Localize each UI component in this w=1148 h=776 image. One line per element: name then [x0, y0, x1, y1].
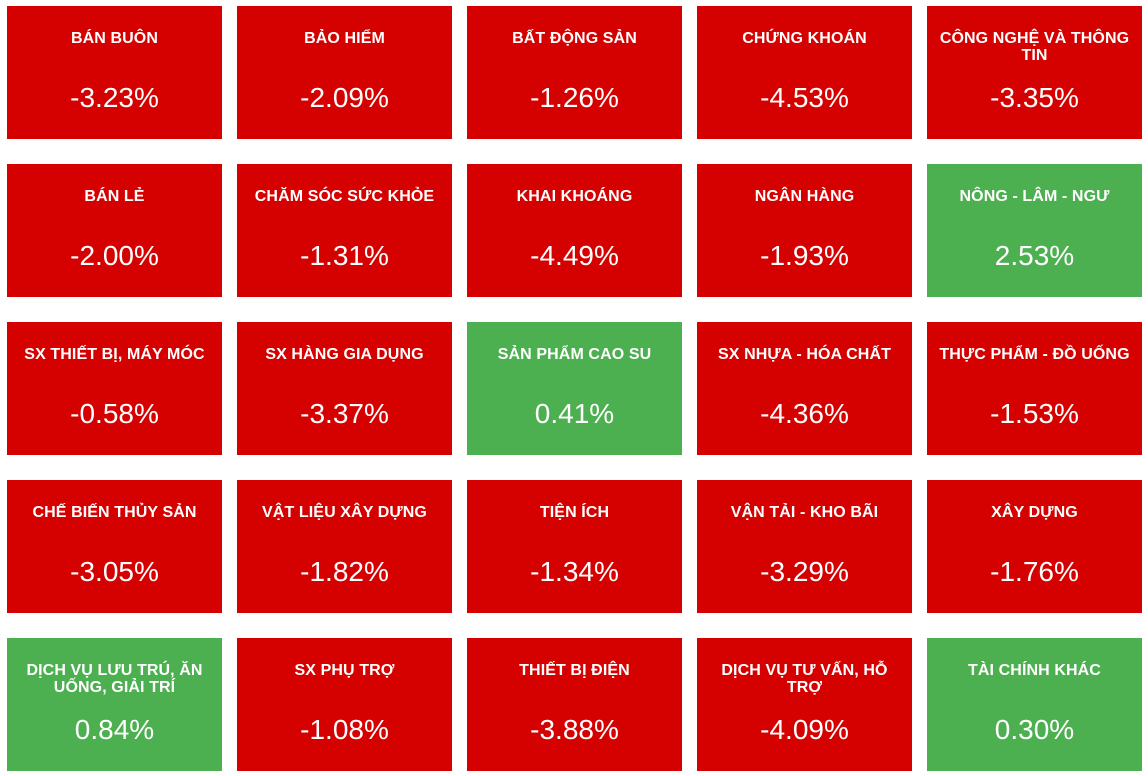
- sector-tile[interactable]: THIẾT BỊ ĐIỆN -3.88%: [467, 638, 682, 771]
- sector-change-value: -1.53%: [990, 398, 1079, 429]
- sector-name: SX HÀNG GIA DỤNG: [265, 346, 424, 363]
- sector-name: XÂY DỰNG: [991, 504, 1078, 521]
- sector-change-value: -4.36%: [760, 398, 849, 429]
- sector-change-value: 0.84%: [74, 714, 155, 745]
- sector-change-value: -2.09%: [300, 82, 389, 113]
- sector-tile[interactable]: CÔNG NGHỆ VÀ THÔNG TIN -3.35%: [927, 6, 1142, 139]
- sector-name: SX PHỤ TRỢ: [294, 662, 395, 679]
- sector-change-value: -3.05%: [70, 556, 159, 587]
- sector-change-value: -1.93%: [760, 240, 849, 271]
- sector-change-value: 0.30%: [994, 714, 1075, 745]
- sector-tile[interactable]: CHỨNG KHOÁN -4.53%: [697, 6, 912, 139]
- sector-name: BẢO HIỂM: [304, 30, 385, 47]
- sector-change-value: -4.49%: [530, 240, 619, 271]
- sector-name: BÁN BUÔN: [70, 30, 159, 47]
- sector-tile[interactable]: NGÂN HÀNG -1.93%: [697, 164, 912, 297]
- sector-tile[interactable]: CHĂM SÓC SỨC KHỎE -1.31%: [237, 164, 452, 297]
- sector-tile[interactable]: THỰC PHẨM - ĐỒ UỐNG -1.53%: [927, 322, 1142, 455]
- sector-name: NÔNG - LÂM - NGƯ: [959, 188, 1110, 205]
- sector-change-value: -3.37%: [300, 398, 389, 429]
- sector-name: CÔNG NGHỆ VÀ THÔNG TIN: [939, 30, 1130, 64]
- sector-change-value: -3.23%: [70, 82, 159, 113]
- sector-tile[interactable]: SX NHỰA - HÓA CHẤT -4.36%: [697, 322, 912, 455]
- sector-name: BẤT ĐỘNG SẢN: [512, 30, 637, 47]
- sector-change-value: -0.58%: [70, 398, 159, 429]
- sector-name: SẢN PHẨM CAO SU: [497, 346, 652, 363]
- sector-name: CHĂM SÓC SỨC KHỎE: [254, 188, 435, 205]
- sector-change-value: -4.53%: [760, 82, 849, 113]
- sector-name: DỊCH VỤ TƯ VẤN, HỖ TRỢ: [721, 662, 888, 696]
- sector-tile[interactable]: TÀI CHÍNH KHÁC 0.30%: [927, 638, 1142, 771]
- sector-tile[interactable]: VẬN TẢI - KHO BÃI -3.29%: [697, 480, 912, 613]
- sector-name: BÁN LẺ: [84, 188, 145, 205]
- sector-tile[interactable]: TIỆN ÍCH -1.34%: [467, 480, 682, 613]
- sector-change-value: -1.31%: [300, 240, 389, 271]
- sector-tile[interactable]: BẢO HIỂM -2.09%: [237, 6, 452, 139]
- sector-name: SX NHỰA - HÓA CHẤT: [718, 346, 891, 363]
- sector-tile[interactable]: BẤT ĐỘNG SẢN -1.26%: [467, 6, 682, 139]
- sector-name: NGÂN HÀNG: [754, 188, 855, 205]
- sector-change-value: -1.82%: [300, 556, 389, 587]
- sector-tile[interactable]: NÔNG - LÂM - NGƯ 2.53%: [927, 164, 1142, 297]
- sector-change-value: -3.35%: [990, 82, 1079, 113]
- sector-change-value: -3.88%: [530, 714, 619, 745]
- sector-name: TIỆN ÍCH: [539, 504, 610, 521]
- sector-name: VẬT LIỆU XÂY DỰNG: [262, 504, 427, 521]
- sector-tile[interactable]: VẬT LIỆU XÂY DỰNG -1.82%: [237, 480, 452, 613]
- sector-change-value: -4.09%: [760, 714, 849, 745]
- sector-change-value: -1.76%: [990, 556, 1079, 587]
- sector-name: DỊCH VỤ LƯU TRÚ, ĂN UỐNG, GIẢI TRÍ: [26, 662, 203, 696]
- sector-name: VẬN TẢI - KHO BÃI: [730, 504, 879, 521]
- sector-tile[interactable]: CHẾ BIẾN THỦY SẢN -3.05%: [7, 480, 222, 613]
- sector-tile[interactable]: XÂY DỰNG -1.76%: [927, 480, 1142, 613]
- sector-change-value: -2.00%: [70, 240, 159, 271]
- sector-name: CHỨNG KHOÁN: [742, 30, 867, 47]
- sector-tile[interactable]: BÁN BUÔN -3.23%: [7, 6, 222, 139]
- sector-change-value: -1.34%: [530, 556, 619, 587]
- sector-tile[interactable]: SX PHỤ TRỢ -1.08%: [237, 638, 452, 771]
- sector-tile[interactable]: DỊCH VỤ TƯ VẤN, HỖ TRỢ -4.09%: [697, 638, 912, 771]
- sector-tile[interactable]: SX HÀNG GIA DỤNG -3.37%: [237, 322, 452, 455]
- sector-name: KHAI KHOÁNG: [516, 188, 633, 205]
- sector-tile[interactable]: DỊCH VỤ LƯU TRÚ, ĂN UỐNG, GIẢI TRÍ 0.84%: [7, 638, 222, 771]
- sector-name: SX THIẾT BỊ, MÁY MÓC: [24, 346, 205, 363]
- sector-name: TÀI CHÍNH KHÁC: [968, 662, 1101, 679]
- sector-change-value: 2.53%: [994, 240, 1075, 271]
- sector-name: THIẾT BỊ ĐIỆN: [519, 662, 630, 679]
- sector-change-value: -1.26%: [530, 82, 619, 113]
- sector-name: THỰC PHẨM - ĐỒ UỐNG: [939, 346, 1130, 363]
- sector-change-value: 0.41%: [534, 398, 615, 429]
- sector-tile[interactable]: SX THIẾT BỊ, MÁY MÓC -0.58%: [7, 322, 222, 455]
- sector-name: CHẾ BIẾN THỦY SẢN: [32, 504, 197, 521]
- sector-tile[interactable]: BÁN LẺ -2.00%: [7, 164, 222, 297]
- sector-change-value: -1.08%: [300, 714, 389, 745]
- sector-change-value: -3.29%: [760, 556, 849, 587]
- sector-tile[interactable]: KHAI KHOÁNG -4.49%: [467, 164, 682, 297]
- sector-tile[interactable]: SẢN PHẨM CAO SU 0.41%: [467, 322, 682, 455]
